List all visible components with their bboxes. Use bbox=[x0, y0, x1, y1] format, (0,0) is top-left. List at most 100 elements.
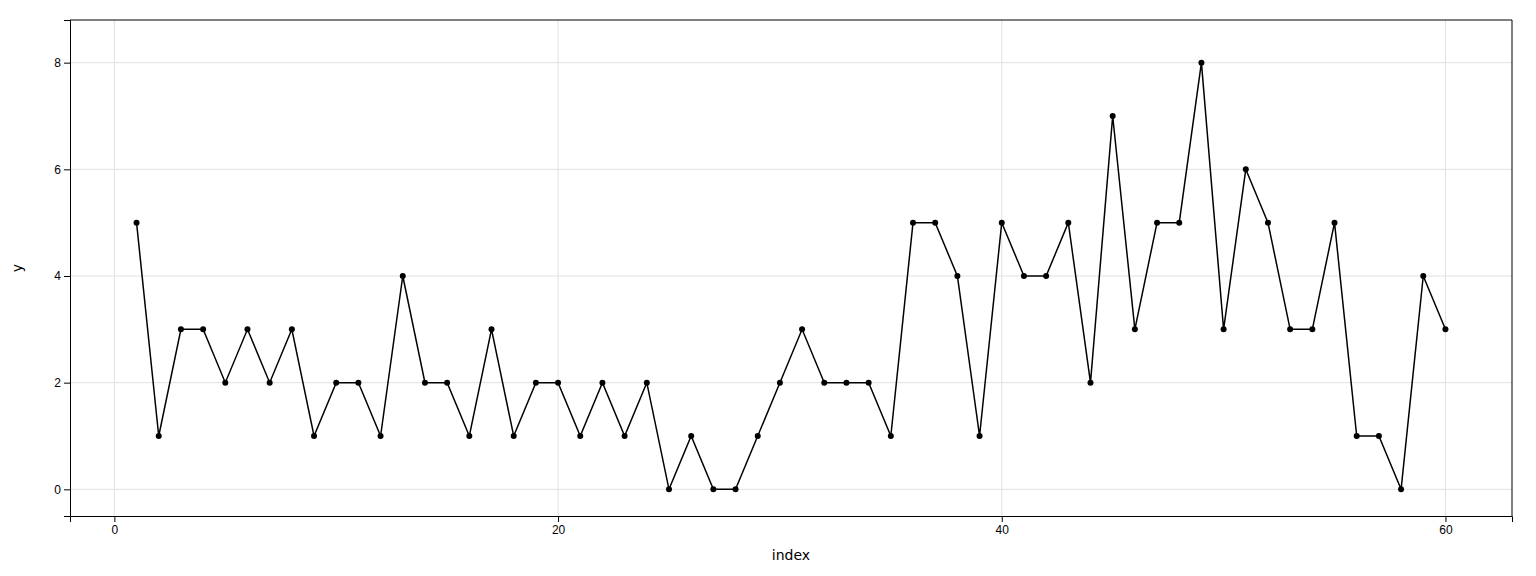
point bbox=[577, 433, 583, 439]
tick-label: 0 bbox=[112, 523, 119, 537]
tick: 0 bbox=[112, 516, 119, 537]
grid-line bbox=[70, 382, 1512, 383]
point bbox=[1110, 113, 1116, 119]
tick: 0 bbox=[54, 483, 70, 497]
point bbox=[799, 326, 805, 332]
point bbox=[733, 486, 739, 492]
point bbox=[1398, 486, 1404, 492]
plot: 0 20 40 60 0 2 4 6 8 bbox=[54, 20, 1512, 537]
tick-label: 20 bbox=[552, 523, 566, 537]
tick-mark bbox=[64, 63, 70, 64]
data bbox=[134, 60, 1449, 493]
point bbox=[134, 220, 140, 226]
tick-mark bbox=[64, 383, 70, 384]
tick-mark bbox=[64, 169, 70, 170]
point bbox=[866, 380, 872, 386]
tick-mark bbox=[64, 489, 70, 490]
point bbox=[1354, 433, 1360, 439]
point bbox=[1087, 380, 1093, 386]
point bbox=[1198, 60, 1204, 66]
grid-line bbox=[70, 276, 1512, 277]
tick: 20 bbox=[552, 516, 566, 537]
point bbox=[378, 433, 384, 439]
grid-line bbox=[558, 20, 559, 516]
point bbox=[156, 433, 162, 439]
point bbox=[200, 326, 206, 332]
point bbox=[1420, 273, 1426, 279]
point bbox=[311, 433, 317, 439]
point bbox=[1376, 433, 1382, 439]
point bbox=[644, 380, 650, 386]
tick: 2 bbox=[54, 376, 70, 390]
tick-label: 6 bbox=[54, 163, 61, 177]
point bbox=[400, 273, 406, 279]
tick-mark bbox=[114, 516, 115, 522]
point bbox=[977, 433, 983, 439]
point bbox=[267, 380, 273, 386]
point bbox=[755, 433, 761, 439]
grid bbox=[70, 20, 1512, 516]
point bbox=[1287, 326, 1293, 332]
y-axis-title: y bbox=[9, 264, 25, 272]
tick-label: 8 bbox=[54, 56, 61, 70]
tick-label: 40 bbox=[996, 523, 1010, 537]
point bbox=[289, 326, 295, 332]
point bbox=[843, 380, 849, 386]
tick-label: 60 bbox=[1439, 523, 1453, 537]
point bbox=[422, 380, 428, 386]
point bbox=[710, 486, 716, 492]
point bbox=[777, 380, 783, 386]
point bbox=[932, 220, 938, 226]
tick: 40 bbox=[996, 516, 1010, 537]
point bbox=[1021, 273, 1027, 279]
point bbox=[466, 433, 472, 439]
grid-line bbox=[114, 20, 115, 516]
point bbox=[999, 220, 1005, 226]
point bbox=[489, 326, 495, 332]
point bbox=[178, 326, 184, 332]
grid-line bbox=[70, 489, 1512, 490]
point bbox=[1442, 326, 1448, 332]
point bbox=[599, 380, 605, 386]
chart: 0 20 40 60 0 2 4 6 8 index y bbox=[0, 0, 1536, 576]
tick-mark bbox=[64, 276, 70, 277]
tick-mark bbox=[558, 516, 559, 522]
point bbox=[1332, 220, 1338, 226]
tick-label: 0 bbox=[54, 483, 61, 497]
point bbox=[355, 380, 361, 386]
tick-mark bbox=[1002, 516, 1003, 522]
tick-label: 4 bbox=[54, 269, 61, 283]
point bbox=[688, 433, 694, 439]
grid-line bbox=[70, 169, 1512, 170]
point bbox=[821, 380, 827, 386]
point bbox=[1221, 326, 1227, 332]
tick: 8 bbox=[54, 56, 70, 70]
point bbox=[1265, 220, 1271, 226]
point bbox=[1309, 326, 1315, 332]
point bbox=[666, 486, 672, 492]
tick-label: 2 bbox=[54, 376, 61, 390]
point bbox=[1243, 166, 1249, 172]
point bbox=[333, 380, 339, 386]
point bbox=[244, 326, 250, 332]
x-axis: 0 20 40 60 bbox=[71, 516, 1513, 537]
tick-mark bbox=[1445, 516, 1446, 522]
x-axis-title: index bbox=[772, 547, 810, 563]
point bbox=[910, 220, 916, 226]
axis-line bbox=[71, 517, 1513, 523]
point bbox=[954, 273, 960, 279]
point bbox=[1176, 220, 1182, 226]
axis-line bbox=[64, 21, 71, 517]
grid-line bbox=[70, 62, 1512, 63]
point bbox=[622, 433, 628, 439]
point bbox=[555, 380, 561, 386]
point bbox=[1132, 326, 1138, 332]
frame bbox=[70, 20, 1512, 21]
grid-line bbox=[1001, 20, 1002, 516]
point bbox=[1065, 220, 1071, 226]
tick: 6 bbox=[54, 163, 70, 177]
point bbox=[511, 433, 517, 439]
point bbox=[444, 380, 450, 386]
point bbox=[888, 433, 894, 439]
y-axis: 0 2 4 6 8 bbox=[54, 21, 70, 517]
